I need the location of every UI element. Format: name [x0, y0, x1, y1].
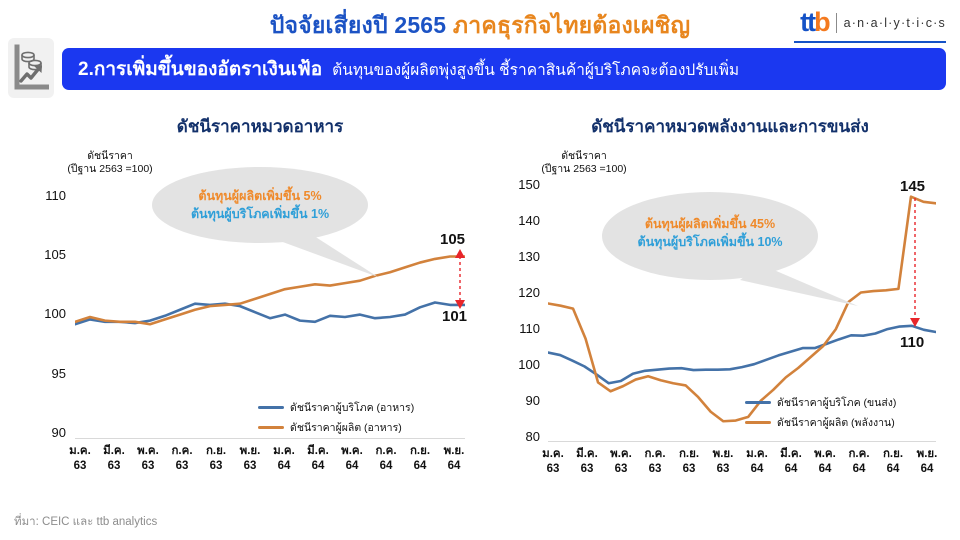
plot-area-energy — [548, 185, 936, 441]
xtick-energy-11: พ.ย. 64 — [916, 448, 938, 476]
legend-label-energy-0: ดัชนีราคาผู้บริโภค (ขนส่ง) — [777, 397, 897, 409]
ytick-energy-7: 80 — [525, 429, 540, 444]
y-axis-caption-energy-line1: ดัชนีราคา — [561, 150, 607, 162]
xtick-energy-5: พ.ย. 63 — [712, 448, 734, 476]
x-axis-line-food — [75, 438, 465, 439]
end-value-food-top: 105 — [440, 231, 466, 248]
legend-item-food-0[interactable]: ดัชนีราคาผู้บริโภค (อาหาร) — [258, 399, 414, 416]
logo-underline — [794, 41, 946, 43]
ytick-food-2: 100 — [44, 306, 66, 321]
ytick-energy-6: 90 — [525, 393, 540, 408]
xtick-food-7: มี.ค. 64 — [307, 445, 329, 473]
y-axis-caption-food-line2: (ปีฐาน 2563 =100) — [67, 163, 153, 176]
gap-arrow-food — [455, 249, 465, 309]
xtick-food-10: ก.ย. 64 — [409, 445, 431, 473]
ytick-energy-4: 110 — [519, 321, 540, 336]
callout-energy-line1: ต้นทุนผู้ผลิตเพิ่มขึ้น 45% — [644, 217, 776, 231]
gap-arrow-energy — [910, 198, 920, 327]
legend-item-energy-0[interactable]: ดัชนีราคาผู้บริโภค (ขนส่ง) — [745, 394, 896, 411]
y-axis-caption-food: ดัชนีราคา (ปีฐาน 2563 =100) — [50, 150, 170, 176]
y-axis-caption-energy-line2: (ปีฐาน 2563 =100) — [541, 163, 627, 176]
legend-swatch-producer-icon — [258, 426, 284, 429]
xtick-energy-9: ก.ค. 64 — [848, 448, 870, 476]
xtick-energy-6: ม.ค. 64 — [746, 448, 768, 476]
legend-item-energy-1[interactable]: ดัชนีราคาผู้ผลิต (พลังงาน) — [745, 414, 896, 431]
legend-label-food-1: ดัชนีราคาผู้ผลิต (อาหาร) — [290, 422, 402, 434]
headline-banner: 2.การเพิ่มขึ้นของอัตราเงินเฟ้อ ต้นทุนของ… — [62, 48, 946, 90]
xtick-food-4: ก.ย. 63 — [205, 445, 227, 473]
ytick-food-3: 95 — [51, 366, 66, 381]
ytick-energy-1: 140 — [518, 213, 540, 228]
page-title: ปัจจัยเสี่ยงปี 2565 ภาคธุรกิจไทยต้องเผชิ… — [0, 8, 960, 44]
ytick-energy-3: 120 — [518, 285, 540, 300]
legend-energy: ดัชนีราคาผู้บริโภค (ขนส่ง) ดัชนีราคาผู้ผ… — [745, 394, 896, 434]
end-value-food-bottom: 101 — [442, 308, 468, 325]
ytick-energy-5: 100 — [518, 357, 540, 372]
xtick-energy-3: ก.ค. 63 — [644, 448, 666, 476]
banner-subtext: ต้นทุนของผู้ผลิตพุ่งสูงขึ้น ชี้ราคาสินค้… — [332, 61, 740, 79]
page-title-blue: ปัจจัยเสี่ยงปี 2565 — [269, 12, 447, 38]
callout-bubble-food — [152, 167, 378, 277]
xtick-energy-7: มี.ค. 64 — [780, 448, 802, 476]
ytick-food-0: 110 — [45, 188, 66, 203]
ytick-food-1: 105 — [44, 247, 66, 262]
y-axis-caption-food-line1: ดัชนีราคา — [87, 150, 133, 162]
ttb-analytics-logo: ttb a·n·a·l·y·t·i·c·s — [800, 9, 946, 36]
xtick-energy-0: ม.ค. 63 — [542, 448, 564, 476]
end-value-energy-top: 145 — [900, 178, 926, 195]
x-axis-line-energy — [548, 441, 936, 442]
callout-food-line1: ต้นทุนผู้ผลิตเพิ่มขึ้น 5% — [198, 189, 322, 203]
ttb-wordmark: ttb — [800, 7, 830, 37]
callout-text-food: ต้นทุนผู้ผลิตเพิ่มขึ้น 5% ต้นทุนผู้บริโภ… — [150, 187, 370, 223]
ytick-energy-0: 150 — [518, 177, 540, 192]
xtick-food-11: พ.ย. 64 — [443, 445, 465, 473]
banner-headline: 2.การเพิ่มขึ้นของอัตราเงินเฟ้อ — [78, 59, 323, 80]
callout-text-energy: ต้นทุนผู้ผลิตเพิ่มขึ้น 45% ต้นทุนผู้บริโ… — [600, 215, 820, 251]
xtick-energy-4: ก.ย. 63 — [678, 448, 700, 476]
legend-swatch-consumer-icon — [258, 406, 284, 409]
ttb-wordmark-b: b — [814, 7, 830, 37]
xtick-food-1: มี.ค. 63 — [103, 445, 125, 473]
end-value-energy-bottom: 110 — [900, 334, 925, 351]
analytics-wordmark: a·n·a·l·y·t·i·c·s — [843, 15, 946, 30]
chart-title-food: ดัชนีราคาหมวดอาหาร — [176, 117, 344, 136]
plot-area-food — [75, 196, 465, 438]
callout-energy-line2: ต้นทุนผู้บริโภคเพิ่มขึ้น 10% — [637, 235, 783, 250]
xtick-food-5: พ.ย. 63 — [239, 445, 261, 473]
legend-label-energy-1: ดัชนีราคาผู้ผลิต (พลังงาน) — [777, 417, 895, 429]
xtick-food-0: ม.ค. 63 — [69, 445, 91, 473]
ttb-wordmark-tt: tt — [800, 7, 816, 37]
xtick-food-3: ก.ค. 63 — [171, 445, 193, 473]
legend-swatch-producer-energy-icon — [745, 421, 771, 424]
page-title-orange: ภาคธุรกิจไทยต้องเผชิญ — [452, 12, 691, 38]
xtick-energy-1: มี.ค. 63 — [576, 448, 598, 476]
callout-food-line2: ต้นทุนผู้บริโภคเพิ่มขึ้น 1% — [190, 207, 330, 222]
xtick-food-9: ก.ค. 64 — [375, 445, 397, 473]
legend-item-food-1[interactable]: ดัชนีราคาผู้ผลิต (อาหาร) — [258, 419, 414, 436]
logo-divider — [835, 12, 837, 33]
xtick-energy-8: พ.ค. 64 — [814, 448, 836, 476]
xtick-energy-10: ก.ย. 64 — [882, 448, 904, 476]
xtick-food-8: พ.ค. 64 — [341, 445, 363, 473]
legend-label-food-0: ดัชนีราคาผู้บริโภค (อาหาร) — [290, 402, 415, 414]
xtick-food-2: พ.ค. 63 — [137, 445, 159, 473]
xtick-energy-2: พ.ค. 63 — [610, 448, 632, 476]
xtick-food-6: ม.ค. 64 — [273, 445, 295, 473]
callout-bubble-energy — [602, 192, 858, 306]
ytick-food-4: 90 — [51, 425, 66, 440]
legend-swatch-consumer-energy-icon — [745, 401, 771, 404]
chart-title-energy: ดัชนีราคาหมวดพลังงานและการขนส่ง — [591, 117, 869, 136]
source-note: ที่มา: CEIC และ ttb analytics — [14, 516, 158, 528]
ytick-energy-2: 130 — [518, 249, 540, 264]
legend-food: ดัชนีราคาผู้บริโภค (อาหาร) ดัชนีราคาผู้ผ… — [258, 399, 414, 439]
y-axis-caption-energy: ดัชนีราคา (ปีฐาน 2563 =100) — [524, 150, 644, 176]
money-growth-chart-icon — [8, 38, 54, 98]
